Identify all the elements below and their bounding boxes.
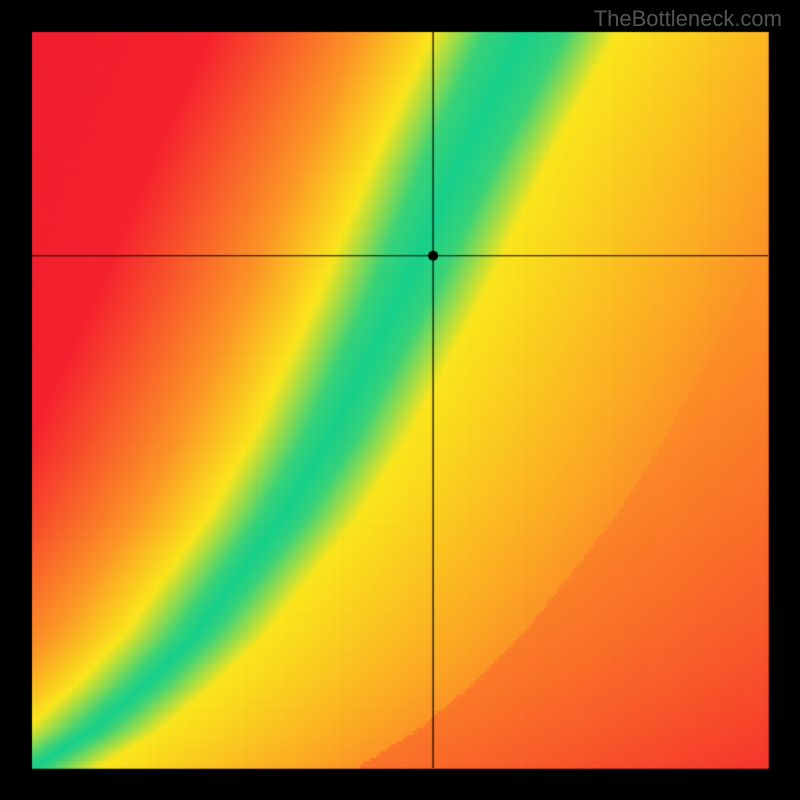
heatmap-canvas: [0, 0, 800, 800]
watermark-text: TheBottleneck.com: [594, 6, 782, 32]
chart-container: TheBottleneck.com: [0, 0, 800, 800]
